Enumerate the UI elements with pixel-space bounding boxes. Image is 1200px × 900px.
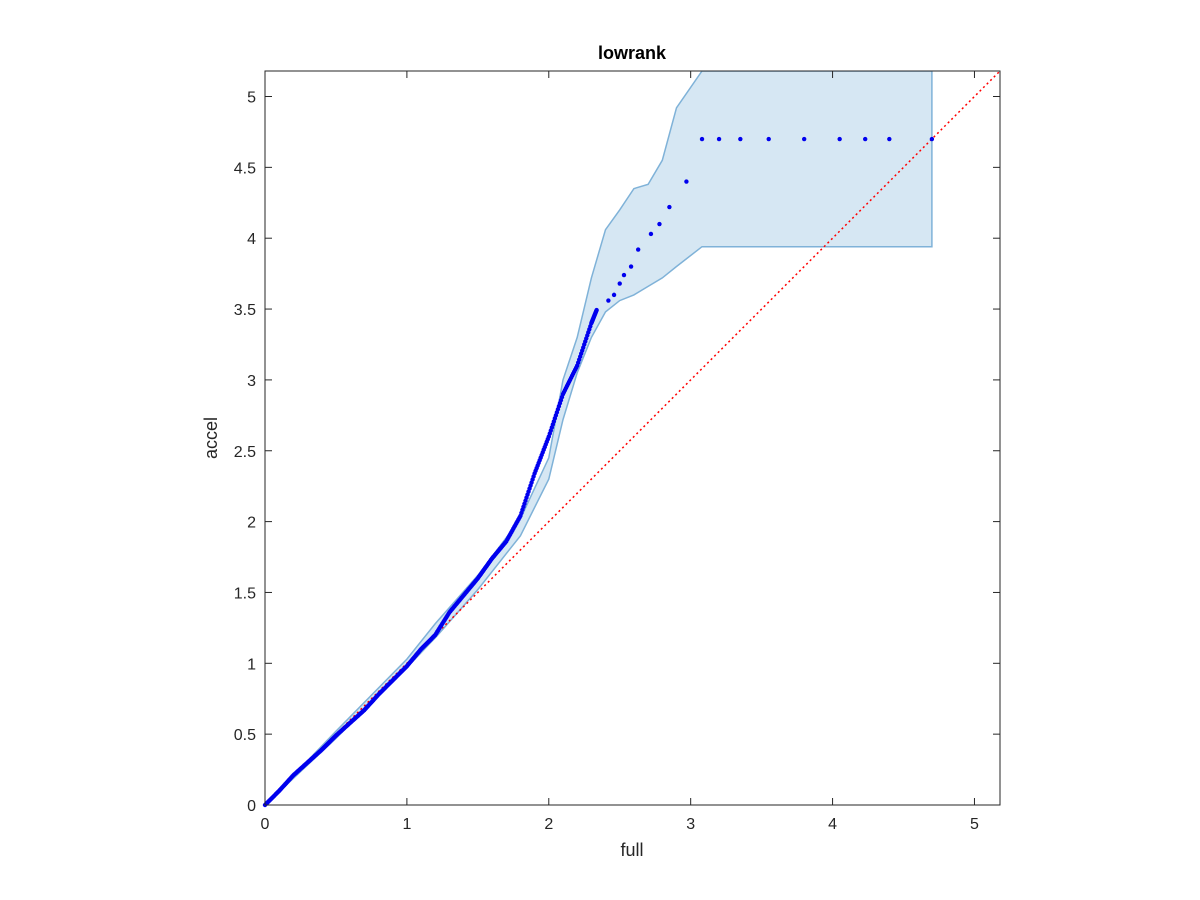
chart-title: lowrank — [598, 43, 667, 63]
y-tick-label: 4 — [247, 231, 256, 248]
data-point — [617, 281, 622, 286]
confidence-band — [265, 71, 933, 805]
data-point — [667, 204, 672, 210]
data-point — [887, 136, 892, 142]
x-tick-label: 1 — [402, 816, 411, 833]
data-point — [837, 136, 842, 142]
y-tick-label: 1.5 — [234, 585, 256, 602]
data-point — [863, 136, 868, 142]
y-tick-label: 3.5 — [234, 302, 256, 319]
y-tick-label: 5 — [247, 90, 256, 107]
reference-line-layer — [264, 70, 1001, 806]
data-point — [594, 307, 599, 313]
tick-layer: 0 1 2 3 4 5 0 0.5 1 1.5 2 2.5 3 3.5 4 4.5 5 — [234, 71, 1000, 833]
y-axis-label: accel — [201, 417, 221, 459]
plot-area: 0 1 2 3 4 5 0 0.5 1 1.5 2 2.5 3 3.5 4 4.5 5 — [234, 70, 1001, 833]
x-tick-label: 3 — [686, 816, 695, 833]
data-point — [635, 247, 641, 252]
y-tick-label: 0.5 — [234, 727, 256, 744]
data-point — [716, 136, 722, 142]
confidence-band-layer — [265, 71, 933, 805]
data-point — [801, 136, 807, 142]
data-point — [621, 272, 627, 278]
y-tick-label: 2 — [247, 515, 256, 532]
data-point — [648, 231, 654, 237]
y-tick-label: 1 — [247, 656, 256, 673]
data-point — [738, 136, 743, 142]
y-tick-label: 4.5 — [234, 160, 256, 177]
data-point — [606, 298, 611, 303]
x-tick-label: 2 — [544, 816, 553, 833]
data-points-layer — [262, 136, 935, 808]
x-tick-label: 0 — [261, 816, 270, 833]
data-point — [699, 136, 705, 142]
data-point — [628, 264, 634, 269]
y-tick-label: 2.5 — [234, 444, 256, 461]
axes-box — [264, 70, 1001, 806]
x-tick-label: 4 — [828, 816, 837, 833]
x-axis-label: full — [620, 840, 643, 860]
y-tick-label: 3 — [247, 373, 256, 390]
data-point — [929, 136, 935, 142]
y-tick-label: 0 — [247, 798, 256, 815]
data-point — [684, 179, 689, 184]
data-point — [766, 136, 771, 142]
reference-line — [264, 70, 1001, 806]
data-point — [657, 221, 662, 227]
x-tick-label: 5 — [970, 816, 979, 833]
data-point — [611, 292, 617, 298]
